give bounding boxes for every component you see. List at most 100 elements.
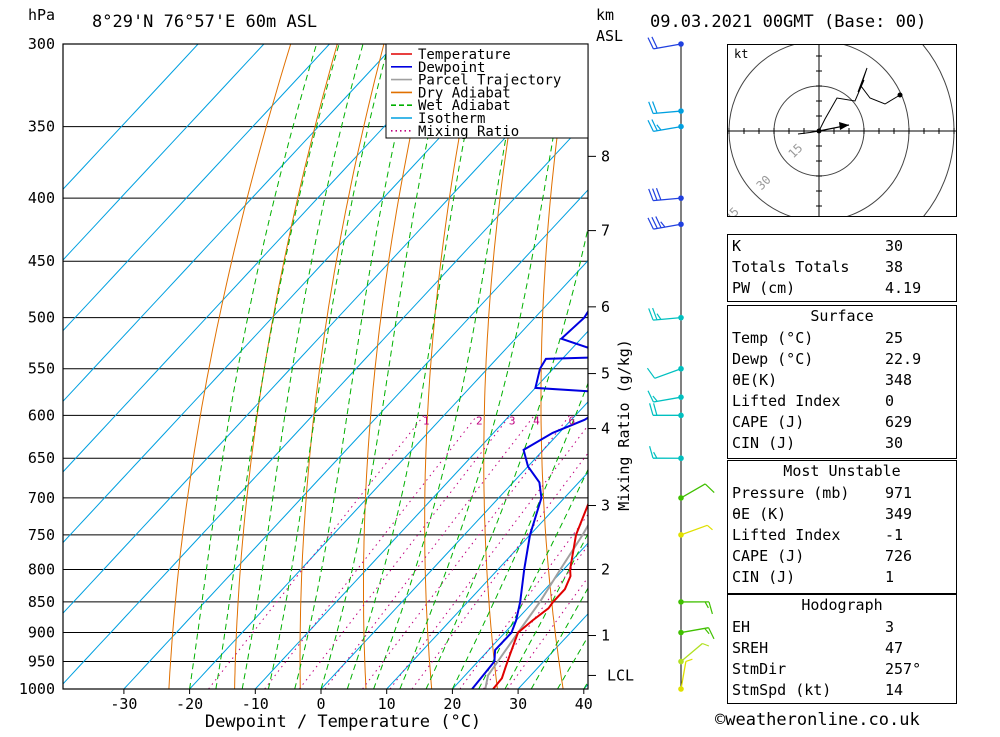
x-tick-label: 40 — [575, 695, 593, 713]
wind-barb — [650, 446, 684, 461]
wet-adiabat-line — [400, 44, 570, 689]
wind-barb-flag — [654, 403, 657, 415]
wind-barb-shaft — [655, 369, 681, 379]
isotherm-line — [0, 44, 461, 689]
index-value: 25 — [884, 327, 956, 348]
index-row: Temp (°C)25 — [728, 327, 956, 348]
index-label: CAPE (J) — [728, 411, 884, 432]
location-title: 8°29'N 76°57'E 60m ASL — [92, 12, 317, 32]
wind-barb — [678, 525, 712, 537]
wind-barb-flag — [661, 222, 665, 227]
index-row: θE(K)348 — [728, 369, 956, 390]
lcl-label: LCL — [607, 666, 634, 684]
wind-barb-flag — [657, 125, 661, 130]
x-tick-label: -30 — [110, 695, 137, 713]
parcel-trajectory-line — [485, 156, 737, 689]
index-row: Dewp (°C)22.9 — [728, 348, 956, 369]
isotherm-line — [0, 44, 395, 689]
hodograph-trace — [798, 68, 900, 134]
index-value: 4.19 — [884, 277, 956, 298]
index-value: 348 — [884, 369, 956, 390]
index-label: Pressure (mb) — [728, 482, 884, 503]
index-label: Lifted Index — [728, 524, 884, 545]
index-row: StmSpd (kt)14 — [728, 679, 956, 700]
pressure-tick-label: 900 — [28, 624, 55, 642]
storm-motion-arrowhead — [839, 122, 849, 130]
index-label: StmDir — [728, 658, 884, 679]
wind-barb-shaft — [653, 397, 681, 402]
pressure-tick-label: 600 — [28, 406, 55, 424]
wind-level-dot — [678, 366, 684, 372]
index-value: 30 — [884, 432, 956, 453]
pressure-tick-label: 400 — [28, 189, 55, 207]
km-tick-label: 4 — [601, 420, 610, 438]
wind-level-dot — [678, 108, 684, 114]
pressure-tick-label: 700 — [28, 489, 55, 507]
surface-title: Surface — [728, 306, 956, 327]
wind-barb-flag — [649, 102, 653, 114]
mixing-ratio-line — [363, 415, 570, 689]
index-row: CAPE (J)726 — [728, 545, 956, 566]
index-label: K — [728, 235, 884, 256]
wind-barb-shaft — [681, 525, 707, 535]
index-label: CIN (J) — [728, 566, 884, 587]
wind-barb-shaft — [681, 661, 686, 689]
index-value: 1 — [884, 566, 956, 587]
wind-barb — [650, 403, 684, 418]
wind-barb-flag — [657, 314, 661, 320]
dry-adiabat-line — [169, 44, 291, 689]
most-unstable-title: Most Unstable — [728, 461, 956, 482]
wind-barb-flag — [702, 644, 709, 647]
wind-barb-flag — [647, 368, 654, 378]
km-tick-label: 2 — [601, 560, 610, 578]
mixing-ratio-line — [265, 415, 478, 689]
wind-barb — [678, 484, 714, 501]
wet-adiabat-line — [374, 44, 523, 689]
pressure-tick-label: 800 — [28, 560, 55, 578]
x-tick-label: -20 — [176, 695, 203, 713]
km-tick-label: 6 — [601, 298, 610, 316]
index-value: 47 — [884, 637, 956, 658]
wind-level-dot — [678, 124, 684, 130]
wind-barb-flag — [654, 452, 657, 458]
wind-level-dot — [678, 659, 684, 665]
wind-barb-flag — [707, 525, 712, 530]
datetime-title: 09.03.2021 00GMT (Base: 00) — [650, 12, 926, 32]
km-tick-label: 5 — [601, 365, 610, 383]
index-label: StmSpd (kt) — [728, 679, 884, 700]
index-value: 971 — [884, 482, 956, 503]
isotherm-line — [58, 44, 658, 689]
hodograph-ring-label: 45 — [728, 205, 742, 216]
index-row: θE (K)349 — [728, 503, 956, 524]
wind-level-dot — [678, 630, 684, 636]
wind-barb-flag — [657, 188, 661, 200]
pressure-tick-label: 750 — [28, 526, 55, 544]
wind-barb-flag — [649, 189, 653, 201]
pressure-tick-label: 500 — [28, 309, 55, 327]
copyright-footer[interactable]: ©weatheronline.co.uk — [715, 710, 920, 730]
wind-barb — [647, 366, 683, 378]
pressure-tick-label: 350 — [28, 118, 55, 136]
wind-level-dot — [678, 221, 684, 227]
wind-level-dot — [678, 195, 684, 201]
wet-adiabat-line — [190, 44, 317, 689]
wind-barb-flag — [686, 659, 693, 661]
isotherm-line — [0, 44, 527, 689]
wind-barb-flag — [650, 403, 653, 415]
km-tick-label: 3 — [601, 497, 610, 515]
wind-level-dot — [678, 495, 684, 501]
wind-barb — [648, 391, 684, 402]
wind-level-dot — [678, 455, 684, 461]
hodograph-block-title: Hodograph — [728, 595, 956, 616]
wind-barb — [649, 102, 684, 114]
index-value: 38 — [884, 256, 956, 277]
wind-level-dot — [678, 532, 684, 538]
